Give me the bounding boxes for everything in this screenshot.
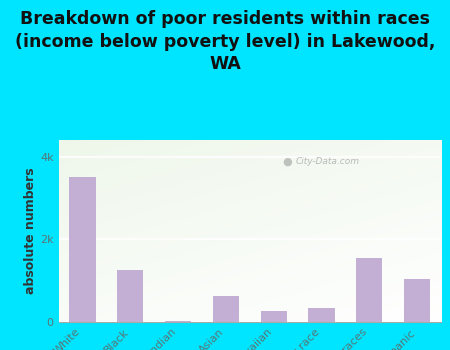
Bar — [165, 321, 191, 322]
Text: City-Data.com: City-Data.com — [296, 158, 360, 166]
Bar — [117, 270, 144, 322]
Bar — [69, 177, 95, 322]
Bar — [356, 258, 382, 322]
Text: ●: ● — [282, 157, 292, 167]
Bar — [213, 296, 239, 322]
Bar — [308, 308, 335, 322]
Y-axis label: absolute numbers: absolute numbers — [24, 168, 37, 294]
Bar — [404, 279, 430, 322]
Bar — [261, 311, 287, 322]
Text: Breakdown of poor residents within races
(income below poverty level) in Lakewoo: Breakdown of poor residents within races… — [15, 10, 435, 73]
